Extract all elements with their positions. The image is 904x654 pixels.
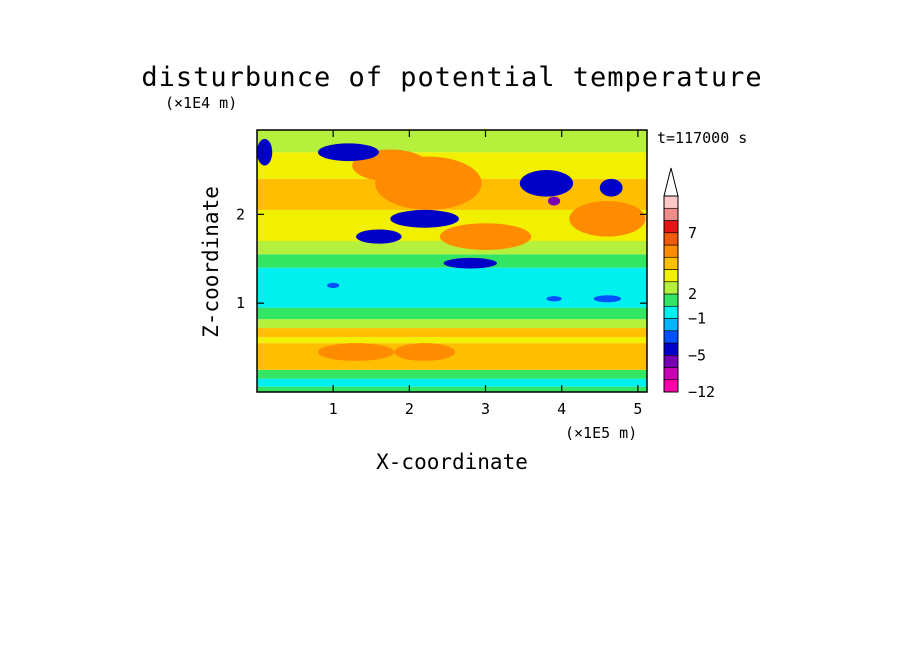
- colorbar-swatch: [663, 232, 679, 246]
- contour-feature-4: [317, 343, 395, 361]
- colorbar-swatch: [663, 256, 679, 270]
- contour-feature-3: [569, 201, 646, 237]
- contour-band-4: [257, 336, 647, 344]
- colorbar-swatch: [663, 195, 679, 209]
- contour-feature-15: [546, 296, 562, 302]
- y-tick-label: 1: [236, 294, 245, 312]
- x-axis-unit: (×1E5 m): [565, 424, 637, 442]
- x-tick-label: 5: [633, 400, 642, 418]
- colorbar-swatch: [663, 367, 679, 381]
- contour-band-14: [257, 130, 647, 153]
- colorbar-swatch: [663, 342, 679, 356]
- y-tick-label: 2: [236, 205, 245, 223]
- contour-band-2: [257, 369, 647, 379]
- contour-band-0: [257, 386, 647, 392]
- time-label: t=117000 s: [657, 129, 747, 147]
- contour-feature-12: [599, 178, 623, 197]
- colorbar-swatch: [663, 293, 679, 307]
- contour-feature-16: [327, 282, 340, 289]
- contour-band-10: [257, 241, 647, 255]
- contour-feature-9: [356, 229, 402, 244]
- contour-band-6: [257, 319, 647, 329]
- contour-feature-7: [317, 143, 379, 162]
- x-tick-label: 1: [329, 400, 338, 418]
- x-axis-ticks: 1 2 3 4 5: [329, 130, 642, 418]
- x-tick-label: 2: [405, 400, 414, 418]
- contour-band-8: [257, 267, 647, 308]
- colorbar-swatch: [663, 244, 679, 258]
- contour-feature-13: [547, 196, 561, 206]
- y-axis-ticks: 12: [236, 205, 647, 312]
- contour-feature-11: [519, 169, 574, 197]
- y-axis-label: Z-coordinate: [199, 186, 223, 338]
- x-tick-label: 4: [557, 400, 566, 418]
- colorbar-label: 2: [688, 285, 697, 303]
- colorbar-swatch: [663, 220, 679, 234]
- contour-feature-2: [439, 223, 532, 250]
- colorbar-label: −12: [688, 383, 715, 401]
- colorbar: 7 2 −1 −5 −12: [663, 167, 715, 401]
- colorbar-label: 7: [688, 224, 697, 242]
- colorbar-swatch: [663, 207, 679, 221]
- colorbar-frame: [663, 195, 679, 393]
- contour-band-5: [257, 328, 647, 337]
- contour-band-7: [257, 307, 647, 320]
- x-tick-label: 3: [481, 400, 490, 418]
- chart-title: disturbunce of potential temperature: [141, 62, 762, 93]
- contour-feature-10: [443, 257, 497, 269]
- contour-feature-14: [593, 295, 622, 303]
- contour-feature-8: [390, 209, 459, 228]
- colorbar-label: −1: [688, 310, 706, 328]
- plot-frame: [256, 129, 648, 393]
- contour-band-3: [257, 343, 647, 370]
- colorbar-swatch: [663, 379, 679, 393]
- colorbar-swatch: [663, 318, 679, 332]
- contour-feature-5: [394, 343, 456, 361]
- x-axis-label: X-coordinate: [376, 450, 528, 474]
- colorbar-swatch: [663, 269, 679, 283]
- contour-plot-area: [257, 130, 647, 392]
- colorbar-extend-arrow: [663, 167, 679, 197]
- y-axis-unit: (×1E4 m): [165, 94, 237, 112]
- colorbar-label: −5: [688, 346, 706, 364]
- colorbar-swatch: [663, 281, 679, 295]
- contour-band-1: [257, 378, 647, 387]
- colorbar-swatch: [663, 330, 679, 344]
- colorbar-swatch: [663, 305, 679, 319]
- contour-feature-6: [257, 138, 273, 166]
- colorbar-swatch: [663, 354, 679, 368]
